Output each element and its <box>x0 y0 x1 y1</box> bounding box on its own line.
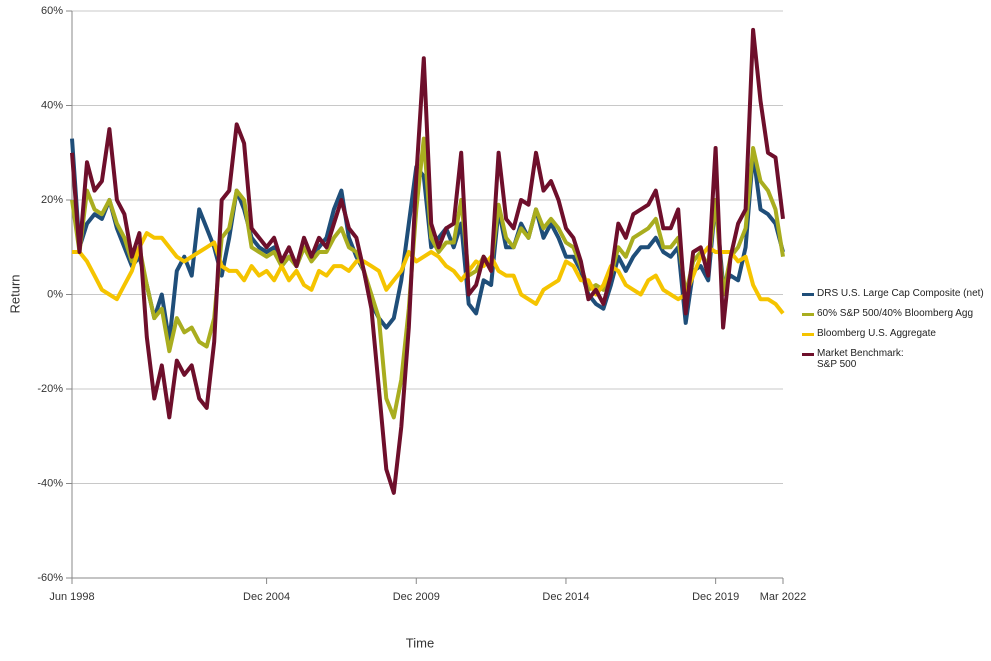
legend-item: Market Benchmark: S&P 500 <box>802 348 984 370</box>
x-tick-label: Jun 1998 <box>49 591 94 603</box>
legend: DRS U.S. Large Cap Composite (net) 60% S&… <box>802 288 984 379</box>
y-tick-label: 40% <box>41 99 63 111</box>
legend-swatch <box>802 313 814 316</box>
legend-swatch <box>802 333 814 336</box>
x-tick-label: Dec 2009 <box>393 591 440 603</box>
x-tick-label: Dec 2014 <box>542 591 589 603</box>
x-tick-label: Mar 2022 <box>760 591 806 603</box>
y-tick-label: -40% <box>37 477 63 489</box>
legend-item: DRS U.S. Large Cap Composite (net) <box>802 288 984 299</box>
legend-item: Bloomberg U.S. Aggregate <box>802 328 984 339</box>
y-tick-label: -60% <box>37 572 63 584</box>
legend-item: 60% S&P 500/40% Bloomberg Agg <box>802 308 984 319</box>
x-axis-label: Time <box>406 635 434 650</box>
legend-swatch <box>802 293 814 296</box>
legend-swatch <box>802 353 814 356</box>
series-line <box>70 27 785 495</box>
y-tick-label: 0% <box>47 288 63 300</box>
legend-label: DRS U.S. Large Cap Composite (net) <box>817 288 984 299</box>
y-tick-label: -20% <box>37 383 63 395</box>
y-axis-label: Return <box>7 274 22 313</box>
series-line <box>72 231 785 315</box>
y-tick-label: 20% <box>41 194 63 206</box>
x-tick-label: Dec 2004 <box>243 591 290 603</box>
y-tick-label: 60% <box>41 5 63 17</box>
legend-label: 60% S&P 500/40% Bloomberg Agg <box>817 308 974 319</box>
legend-label: Bloomberg U.S. Aggregate <box>817 328 936 339</box>
legend-label: Market Benchmark: S&P 500 <box>817 348 904 370</box>
series-line <box>70 136 785 420</box>
x-tick-label: Dec 2019 <box>692 591 739 603</box>
